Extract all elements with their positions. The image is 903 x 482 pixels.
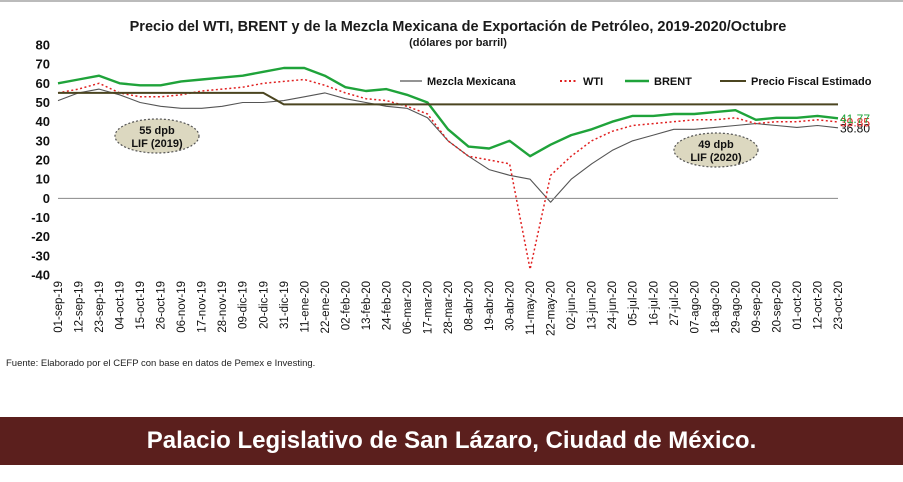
x-tick-label: 15-oct-19: [135, 281, 147, 330]
x-tick-label: 06-nov-19: [176, 281, 188, 333]
x-tick-label: 09-dic-19: [238, 281, 250, 329]
x-tick-label: 08-abr-20: [464, 281, 476, 331]
x-tick-label: 29-ago-20: [730, 281, 742, 333]
legend-label: Mezcla Mexicana: [427, 76, 517, 88]
x-tick-label: 13-feb-20: [361, 281, 373, 330]
x-tick-label: 02-jun-20: [566, 281, 578, 330]
top-rule: [0, 0, 903, 2]
x-tick-label: 30-abr-20: [505, 281, 517, 331]
x-tick-label: 31-dic-19: [279, 281, 291, 329]
x-tick-label: 16-jul-20: [648, 281, 660, 326]
callout-bubble: [673, 132, 759, 168]
x-tick-label: 04-oct-19: [115, 281, 127, 330]
y-tick-label: -30: [31, 248, 50, 263]
y-tick-label: 0: [43, 191, 50, 206]
chart-title: Precio del WTI, BRENT y de la Mezcla Mex…: [130, 19, 787, 35]
oil-price-chart: Precio del WTI, BRENT y de la Mezcla Mex…: [31, 19, 872, 336]
x-tick-label: 13-jun-20: [587, 281, 599, 330]
x-tick-label: 26-oct-19: [156, 281, 168, 330]
x-tick-label: 12-oct-20: [812, 281, 824, 330]
y-tick-label: 60: [36, 76, 50, 91]
x-tick-label: 17-nov-19: [197, 281, 209, 333]
x-tick-label: 24-feb-20: [381, 281, 393, 330]
y-tick-label: 40: [36, 114, 50, 129]
callout-bubble: [114, 118, 200, 154]
end-value-label: 41.77: [840, 112, 870, 126]
callout-line1: 55 dpb: [139, 125, 175, 137]
y-tick-label: -10: [31, 210, 50, 225]
x-tick-label: 05-jul-20: [628, 281, 640, 326]
y-tick-label: -40: [31, 268, 50, 283]
x-tick-label: 23-sep-19: [94, 281, 106, 333]
y-tick-label: 50: [36, 95, 50, 110]
chart-subtitle: (dólares por barril): [409, 37, 507, 49]
series-line-precio-fiscal-estimado: [58, 91, 838, 106]
x-tick-label: 09-sep-20: [751, 281, 763, 333]
x-tick-label: 11-ene-20: [299, 281, 311, 333]
x-tick-label: 01-sep-19: [53, 281, 65, 333]
callout-line1: 49 dpb: [698, 139, 734, 151]
x-tick-label: 23-oct-20: [833, 281, 845, 330]
legend-label: Precio Fiscal Estimado: [751, 76, 872, 88]
x-tick-label: 07-ago-20: [689, 281, 701, 333]
series-line-brent: [57, 66, 839, 158]
x-tick-label: 27-jul-20: [669, 281, 681, 326]
x-tick-label: 20-sep-20: [771, 281, 783, 333]
source-note: Fuente: Elaborado por el CEFP con base e…: [6, 358, 316, 369]
x-tick-label: 02-feb-20: [340, 281, 352, 330]
x-tick-label: 22-ene-20: [320, 281, 332, 333]
footer-band: Palacio Legislativo de San Lázaro, Ciuda…: [0, 417, 903, 465]
x-tick-label: 22-may-20: [546, 281, 558, 336]
x-tick-label: 24-jun-20: [607, 281, 619, 330]
x-tick-label: 06-mar-20: [402, 281, 414, 334]
callout-line2: LIF (2019): [131, 138, 183, 150]
end-value-label: 36.80: [840, 121, 870, 135]
x-tick-label: 28-nov-19: [217, 281, 229, 333]
y-tick-label: 20: [36, 153, 50, 168]
x-tick-label: 01-oct-20: [792, 281, 804, 330]
legend-label: BRENT: [654, 76, 692, 88]
callout-line2: LIF (2020): [690, 152, 742, 164]
x-tick-label: 17-mar-20: [422, 281, 434, 334]
y-tick-label: 70: [36, 57, 50, 72]
end-value-label: 39.85: [840, 115, 870, 129]
x-tick-label: 18-ago-20: [710, 281, 722, 333]
x-tick-label: 19-abr-20: [484, 281, 496, 331]
y-tick-label: 80: [36, 38, 50, 53]
x-tick-label: 28-mar-20: [443, 281, 455, 334]
y-tick-label: 10: [36, 172, 50, 187]
legend-label: WTI: [583, 76, 603, 88]
x-tick-label: 12-sep-19: [74, 281, 86, 333]
y-tick-label: 30: [36, 133, 50, 148]
series-line-mezcla-mexicana: [57, 88, 839, 203]
x-tick-label: 20-dic-19: [258, 281, 270, 329]
x-tick-label: 11-may-20: [525, 281, 537, 335]
footer-text: Palacio Legislativo de San Lázaro, Ciuda…: [146, 427, 757, 454]
y-tick-label: -20: [31, 229, 50, 244]
